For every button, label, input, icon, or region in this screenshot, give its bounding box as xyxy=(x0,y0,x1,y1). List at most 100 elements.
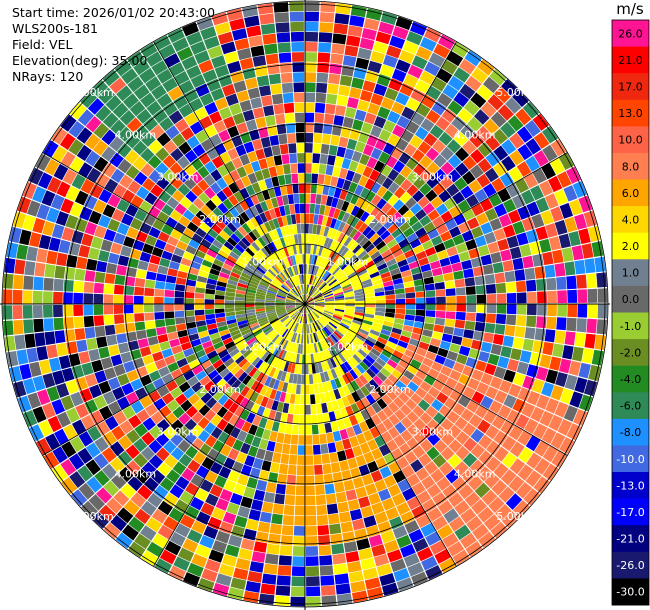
ray-gate xyxy=(321,315,330,322)
ray-gate xyxy=(456,353,468,365)
ray-gate xyxy=(313,276,319,286)
ray-gate xyxy=(378,267,390,275)
ray-gate xyxy=(80,91,98,108)
ray-gate xyxy=(307,313,312,323)
ray-gate xyxy=(321,133,332,145)
ray-gate xyxy=(216,281,227,288)
ray-gate xyxy=(526,315,537,328)
ray-gate xyxy=(363,18,380,31)
colorbar-swatch xyxy=(612,392,649,420)
ray-gate xyxy=(265,341,274,351)
ray-gate xyxy=(134,125,149,140)
ray-gate xyxy=(399,83,414,97)
ray-gate xyxy=(214,304,225,309)
ray-gate xyxy=(244,364,255,375)
ray-gate xyxy=(234,243,245,254)
ray-gate xyxy=(269,332,278,342)
ray-gate xyxy=(47,415,62,433)
ray-gate xyxy=(261,460,272,472)
ray-gate xyxy=(280,453,290,465)
ray-gate xyxy=(147,263,159,273)
ray-gate xyxy=(280,360,287,371)
ray-gate xyxy=(341,65,355,77)
ray-gate xyxy=(133,171,148,186)
ray-gate xyxy=(295,112,305,123)
ray-gate xyxy=(315,484,325,495)
ray-gate xyxy=(286,306,296,311)
ray-gate xyxy=(469,459,485,475)
ray-gate xyxy=(177,439,191,453)
ray-gate xyxy=(436,296,446,304)
ray-gate xyxy=(267,268,277,277)
ray-gate xyxy=(261,501,274,513)
ray-gate xyxy=(377,263,388,271)
ray-gate xyxy=(141,431,155,446)
ray-gate xyxy=(267,313,277,319)
ray-gate xyxy=(408,338,420,347)
ray-gate xyxy=(378,151,390,164)
ray-gate xyxy=(318,164,327,175)
ray-gate xyxy=(264,376,273,387)
ray-gate xyxy=(315,266,321,277)
ray-gate xyxy=(133,59,150,76)
ray-gate xyxy=(546,316,557,330)
ray-gate xyxy=(214,294,225,300)
ray-gate xyxy=(324,360,331,371)
ray-gate xyxy=(164,304,174,312)
ray-gate xyxy=(275,297,286,301)
ray-gate xyxy=(178,141,192,155)
ray-gate xyxy=(296,223,301,234)
ray-gate xyxy=(478,351,490,363)
ray-gate xyxy=(289,352,295,363)
ray-gate xyxy=(270,282,280,289)
ray-gate xyxy=(36,248,48,263)
ray-gate xyxy=(276,401,284,413)
ray-gate xyxy=(191,411,204,424)
ray-gate xyxy=(347,560,362,573)
ray-gate xyxy=(394,186,406,199)
ray-gate xyxy=(421,556,438,571)
ray-gate xyxy=(311,288,319,297)
ray-gate xyxy=(516,126,533,143)
ray-gate xyxy=(335,354,344,365)
ray-gate xyxy=(333,313,343,319)
ray-gate xyxy=(264,327,274,336)
ray-gate xyxy=(121,68,138,85)
ray-gate xyxy=(446,304,456,312)
ray-gate xyxy=(407,424,420,437)
ray-gate xyxy=(291,52,304,62)
ray-gate xyxy=(506,409,521,425)
ray-gate xyxy=(397,340,409,349)
ray-gate xyxy=(556,276,567,290)
ray-gate xyxy=(241,175,252,187)
ray-gate xyxy=(478,450,493,466)
ray-gate xyxy=(164,355,176,366)
ray-gate xyxy=(541,162,556,180)
ray-gate xyxy=(297,304,305,311)
ray-gate xyxy=(185,245,197,255)
ray-gate xyxy=(316,373,322,384)
ray-gate xyxy=(395,16,413,31)
ray-gate xyxy=(361,122,373,134)
ray-gate xyxy=(426,483,442,498)
ray-gate xyxy=(516,361,529,375)
ray-gate xyxy=(292,343,297,353)
ray-gate xyxy=(380,271,391,279)
ray-gate xyxy=(343,236,352,247)
ray-gate xyxy=(265,156,275,168)
ray-gate xyxy=(335,301,345,304)
ray-gate xyxy=(259,385,268,396)
ray-gate xyxy=(291,383,297,394)
ray-gate xyxy=(290,290,298,298)
ray-gate xyxy=(430,468,445,483)
ray-gate xyxy=(217,325,229,332)
ray-gate xyxy=(406,120,420,135)
ray-gate xyxy=(343,541,358,553)
ray-gate xyxy=(214,299,225,304)
ray-gate xyxy=(245,388,255,400)
ray-gate xyxy=(433,43,451,59)
ray-gate xyxy=(415,46,433,61)
ray-gate xyxy=(103,314,115,326)
colorbar-swatch xyxy=(612,179,649,207)
ray-gate xyxy=(394,173,406,186)
